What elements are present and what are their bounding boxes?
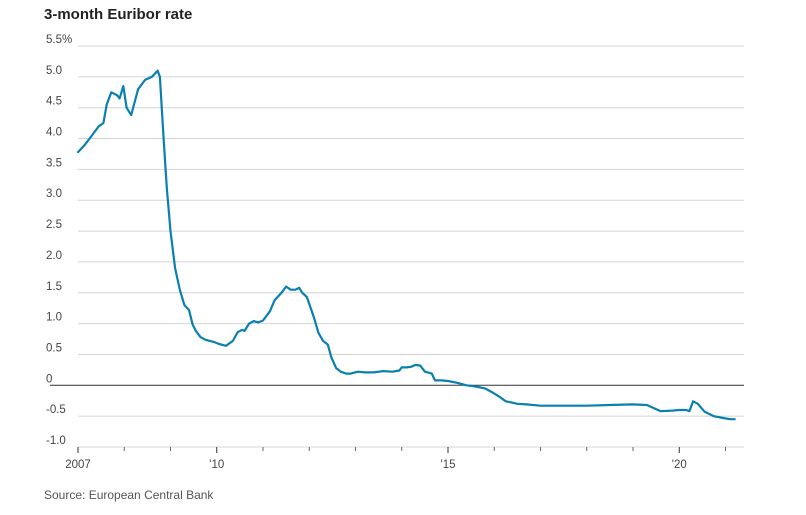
- x-tick-label: '20: [672, 459, 687, 471]
- x-tick-label: '10: [209, 459, 224, 471]
- y-tick-label: 0.5: [46, 342, 62, 354]
- y-tick-label: 2.5: [46, 219, 62, 231]
- y-tick-label: 4.0: [46, 127, 62, 139]
- y-tick-label: -0.5: [46, 404, 66, 416]
- y-tick-label: 5.5%: [46, 34, 72, 46]
- y-tick-label: 0: [46, 373, 52, 385]
- series-lines: [76, 69, 736, 421]
- source-note: Source: European Central Bank: [44, 488, 214, 502]
- y-tick-label: 2.0: [46, 250, 62, 262]
- y-axis-tick-labels: 5.5% 5.0 4.5 4.0 3.5 3.0 2.5 2.0 1.5 1.0 0.5 0 -0.5 -…: [46, 34, 72, 447]
- y-tick-label: 5.0: [46, 65, 62, 77]
- x-axis-ticks: 2007 '10 '15 '20: [65, 447, 726, 471]
- x-tick-label: 2007: [65, 459, 91, 471]
- y-tick-label: 1.0: [46, 312, 62, 324]
- y-tick-label: 3.5: [46, 157, 62, 169]
- x-tick-label: '15: [441, 459, 456, 471]
- gridlines: [78, 45, 744, 448]
- y-tick-label: -1.0: [46, 435, 66, 447]
- chart-title: 3-month Euribor rate: [44, 6, 193, 23]
- y-tick-label: 4.5: [46, 96, 62, 108]
- y-tick-label: 1.5: [46, 281, 62, 293]
- y-tick-label: 3.0: [46, 188, 62, 200]
- series-line: [76, 69, 736, 421]
